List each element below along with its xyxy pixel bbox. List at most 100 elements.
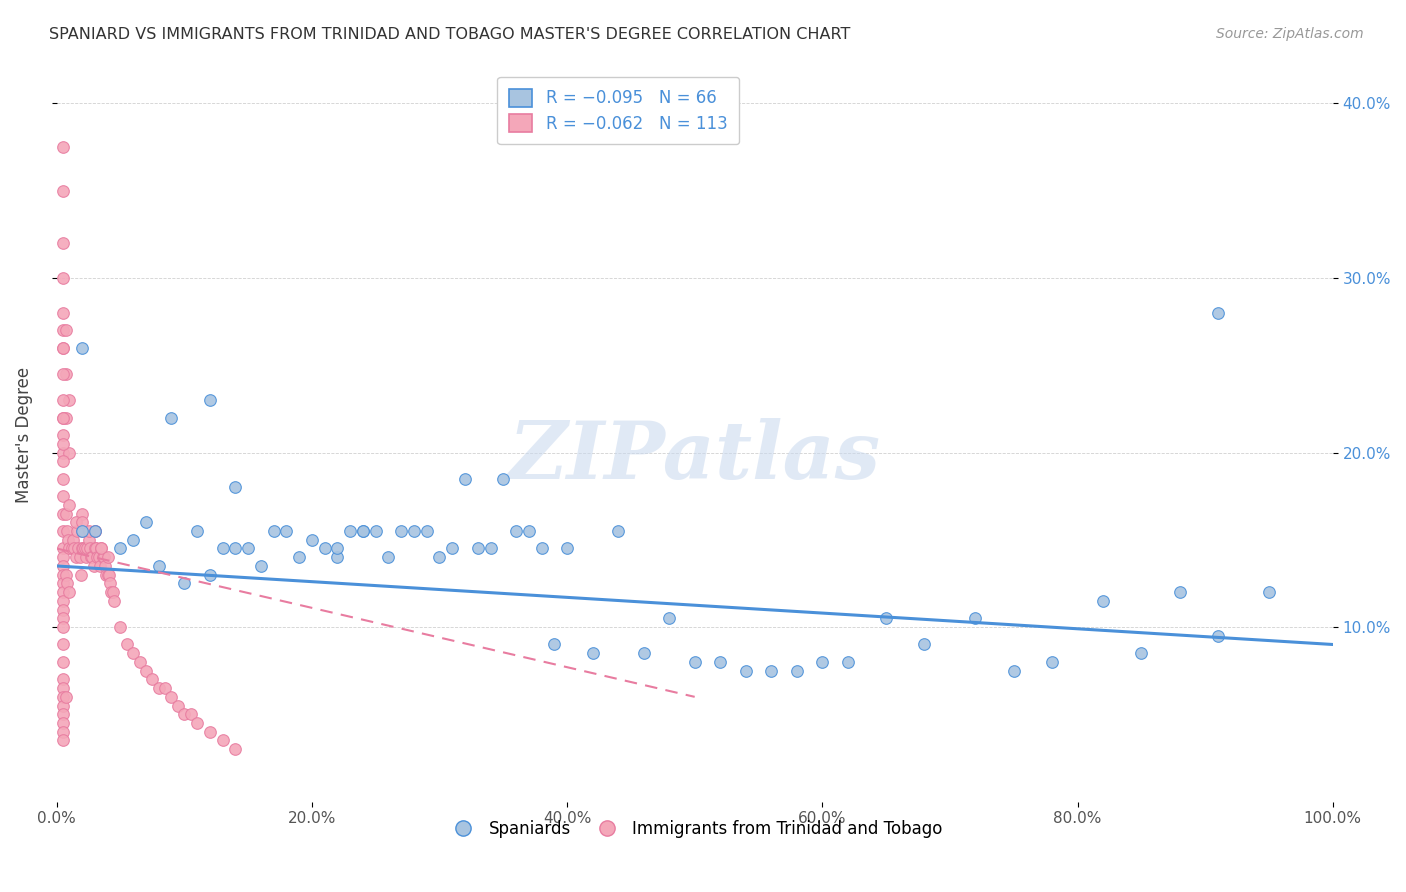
- Point: [52, 489, 75, 503]
- Point: [52, 341, 75, 355]
- Point: [429, 550, 451, 565]
- Point: [58, 393, 80, 408]
- Point: [75, 550, 97, 565]
- Point: [326, 550, 349, 565]
- Point: [517, 524, 540, 538]
- Point: [52, 410, 75, 425]
- Point: [52, 576, 75, 591]
- Point: [70, 524, 93, 538]
- Point: [52, 707, 75, 722]
- Point: [543, 638, 565, 652]
- Point: [52, 733, 75, 747]
- Point: [87, 550, 110, 565]
- Point: [52, 594, 75, 608]
- Point: [97, 567, 120, 582]
- Point: [52, 655, 75, 669]
- Point: [52, 454, 75, 468]
- Point: [90, 541, 112, 556]
- Point: [912, 638, 935, 652]
- Point: [52, 524, 75, 538]
- Point: [52, 235, 75, 250]
- Text: SPANIARD VS IMMIGRANTS FROM TRINIDAD AND TOBAGO MASTER'S DEGREE CORRELATION CHAR: SPANIARD VS IMMIGRANTS FROM TRINIDAD AND…: [49, 27, 851, 42]
- Point: [52, 558, 75, 573]
- Point: [98, 576, 121, 591]
- Point: [52, 140, 75, 154]
- Point: [186, 716, 208, 731]
- Point: [339, 524, 361, 538]
- Point: [55, 410, 77, 425]
- Point: [83, 541, 105, 556]
- Point: [734, 664, 756, 678]
- Point: [52, 602, 75, 616]
- Point: [101, 585, 124, 599]
- Point: [658, 611, 681, 625]
- Point: [52, 620, 75, 634]
- Point: [633, 646, 655, 660]
- Point: [555, 541, 578, 556]
- Point: [70, 567, 93, 582]
- Point: [97, 567, 120, 582]
- Point: [224, 742, 246, 756]
- Point: [62, 533, 84, 547]
- Point: [56, 533, 79, 547]
- Point: [180, 707, 202, 722]
- Point: [52, 567, 75, 582]
- Point: [70, 524, 93, 538]
- Point: [837, 655, 859, 669]
- Point: [276, 524, 298, 538]
- Point: [52, 611, 75, 625]
- Point: [52, 507, 75, 521]
- Point: [352, 524, 374, 538]
- Point: [314, 541, 336, 556]
- Point: [52, 445, 75, 459]
- Point: [135, 664, 157, 678]
- Point: [60, 541, 83, 556]
- Point: [70, 507, 93, 521]
- Point: [301, 533, 323, 547]
- Point: [52, 638, 75, 652]
- Point: [160, 690, 183, 704]
- Point: [73, 541, 96, 556]
- Point: [52, 681, 75, 695]
- Point: [709, 655, 731, 669]
- Point: [122, 533, 145, 547]
- Point: [160, 410, 183, 425]
- Point: [52, 271, 75, 285]
- Point: [94, 558, 117, 573]
- Point: [467, 541, 489, 556]
- Point: [56, 576, 79, 591]
- Point: [52, 323, 75, 337]
- Point: [492, 472, 515, 486]
- Point: [100, 585, 122, 599]
- Point: [83, 524, 105, 538]
- Point: [607, 524, 630, 538]
- Point: [173, 707, 195, 722]
- Text: ZIPatlas: ZIPatlas: [509, 418, 880, 496]
- Point: [224, 480, 246, 494]
- Legend: Spaniards, Immigrants from Trinidad and Tobago: Spaniards, Immigrants from Trinidad and …: [440, 814, 949, 845]
- Point: [148, 558, 170, 573]
- Point: [761, 664, 783, 678]
- Point: [141, 673, 163, 687]
- Point: [66, 524, 89, 538]
- Point: [86, 550, 108, 565]
- Point: [389, 524, 412, 538]
- Point: [70, 541, 93, 556]
- Point: [80, 550, 103, 565]
- Point: [67, 541, 90, 556]
- Point: [249, 558, 271, 573]
- Point: [115, 638, 138, 652]
- Point: [65, 550, 87, 565]
- Point: [402, 524, 425, 538]
- Point: [173, 576, 195, 591]
- Point: [211, 541, 233, 556]
- Point: [965, 611, 987, 625]
- Point: [90, 541, 112, 556]
- Point: [52, 698, 75, 713]
- Point: [97, 550, 120, 565]
- Point: [198, 724, 221, 739]
- Point: [1092, 594, 1115, 608]
- Point: [224, 541, 246, 556]
- Point: [72, 541, 94, 556]
- Point: [52, 184, 75, 198]
